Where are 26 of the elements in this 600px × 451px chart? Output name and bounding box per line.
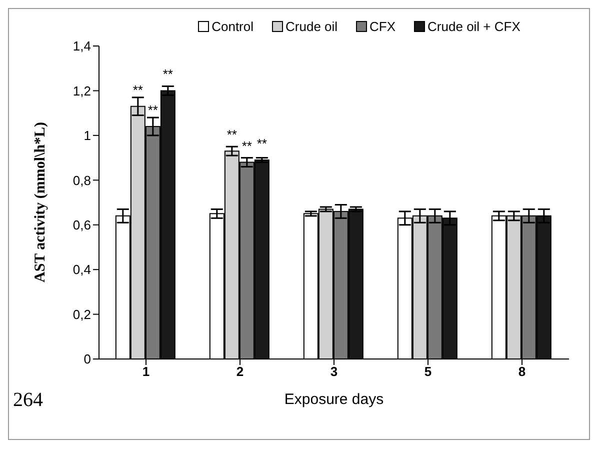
data-label: ** bbox=[256, 136, 267, 152]
x-tick-label: 3 bbox=[330, 364, 338, 380]
text: 264 bbox=[13, 389, 43, 412]
y-tick-label: 0 bbox=[84, 352, 91, 367]
y-axis-title: AST activity (mmol\h*L) bbox=[32, 122, 48, 282]
legend-label: Crude oil + CFX bbox=[428, 19, 520, 34]
y-tick-label: 0,8 bbox=[72, 172, 91, 188]
y-tick-label: 0,2 bbox=[72, 306, 91, 322]
data-label: ** bbox=[132, 82, 143, 98]
y-tick-label: 1,4 bbox=[72, 38, 91, 54]
x-tick-label: 1 bbox=[142, 364, 150, 380]
legend-label: CFX bbox=[370, 19, 396, 34]
x-axis-title: Exposure days bbox=[284, 391, 384, 408]
y-tick-label: 1 bbox=[84, 128, 91, 144]
x-tick-label: 2 bbox=[236, 364, 244, 380]
data-label: ** bbox=[226, 127, 237, 142]
data-label: ** bbox=[148, 102, 158, 118]
y-tick-label: 0,6 bbox=[72, 217, 91, 232]
legend-label: Crude oil bbox=[286, 19, 338, 34]
data-label: ** bbox=[162, 66, 173, 82]
y-tick-label: 1,2 bbox=[72, 83, 91, 98]
x-tick-label: 5 bbox=[424, 364, 432, 380]
data-label: ** bbox=[242, 138, 252, 154]
legend-label: Control bbox=[212, 19, 254, 34]
x-tick-label: 8 bbox=[518, 364, 526, 380]
y-tick-label: 0,4 bbox=[72, 262, 91, 278]
